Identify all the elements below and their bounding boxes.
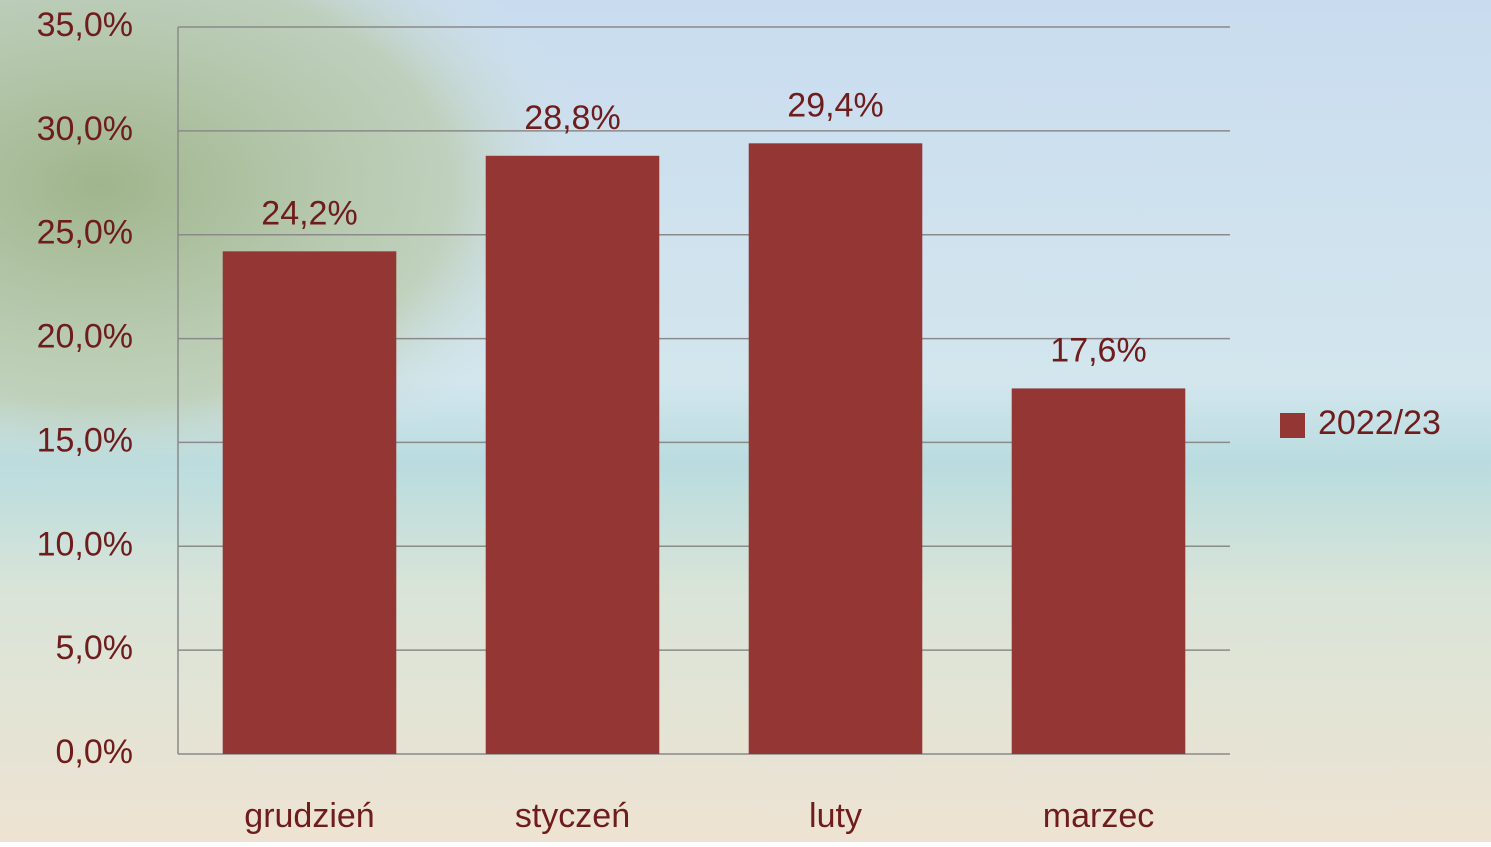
x-tick-label: luty — [809, 797, 862, 835]
value-label: 17,6% — [1050, 331, 1146, 369]
y-tick-label: 20,0% — [37, 318, 133, 356]
y-tick-label: 15,0% — [37, 421, 133, 459]
bar — [1011, 388, 1186, 754]
x-tick-label: marzec — [1043, 797, 1154, 835]
x-tick-label: styczeń — [515, 797, 630, 835]
bar — [222, 251, 397, 754]
y-tick-label: 35,0% — [37, 6, 133, 44]
y-tick-label: 25,0% — [37, 214, 133, 252]
legend-label: 2022/23 — [1318, 404, 1441, 442]
value-label: 29,4% — [787, 86, 883, 124]
y-tick-label: 30,0% — [37, 110, 133, 148]
value-label: 28,8% — [524, 99, 620, 137]
bar — [748, 143, 923, 754]
legend-swatch — [1280, 413, 1305, 438]
x-tick-label: grudzień — [244, 797, 374, 835]
value-label: 24,2% — [261, 194, 357, 232]
y-tick-label: 0,0% — [56, 733, 134, 771]
y-tick-label: 5,0% — [56, 629, 134, 667]
y-tick-label: 10,0% — [37, 525, 133, 563]
bar — [485, 155, 660, 755]
